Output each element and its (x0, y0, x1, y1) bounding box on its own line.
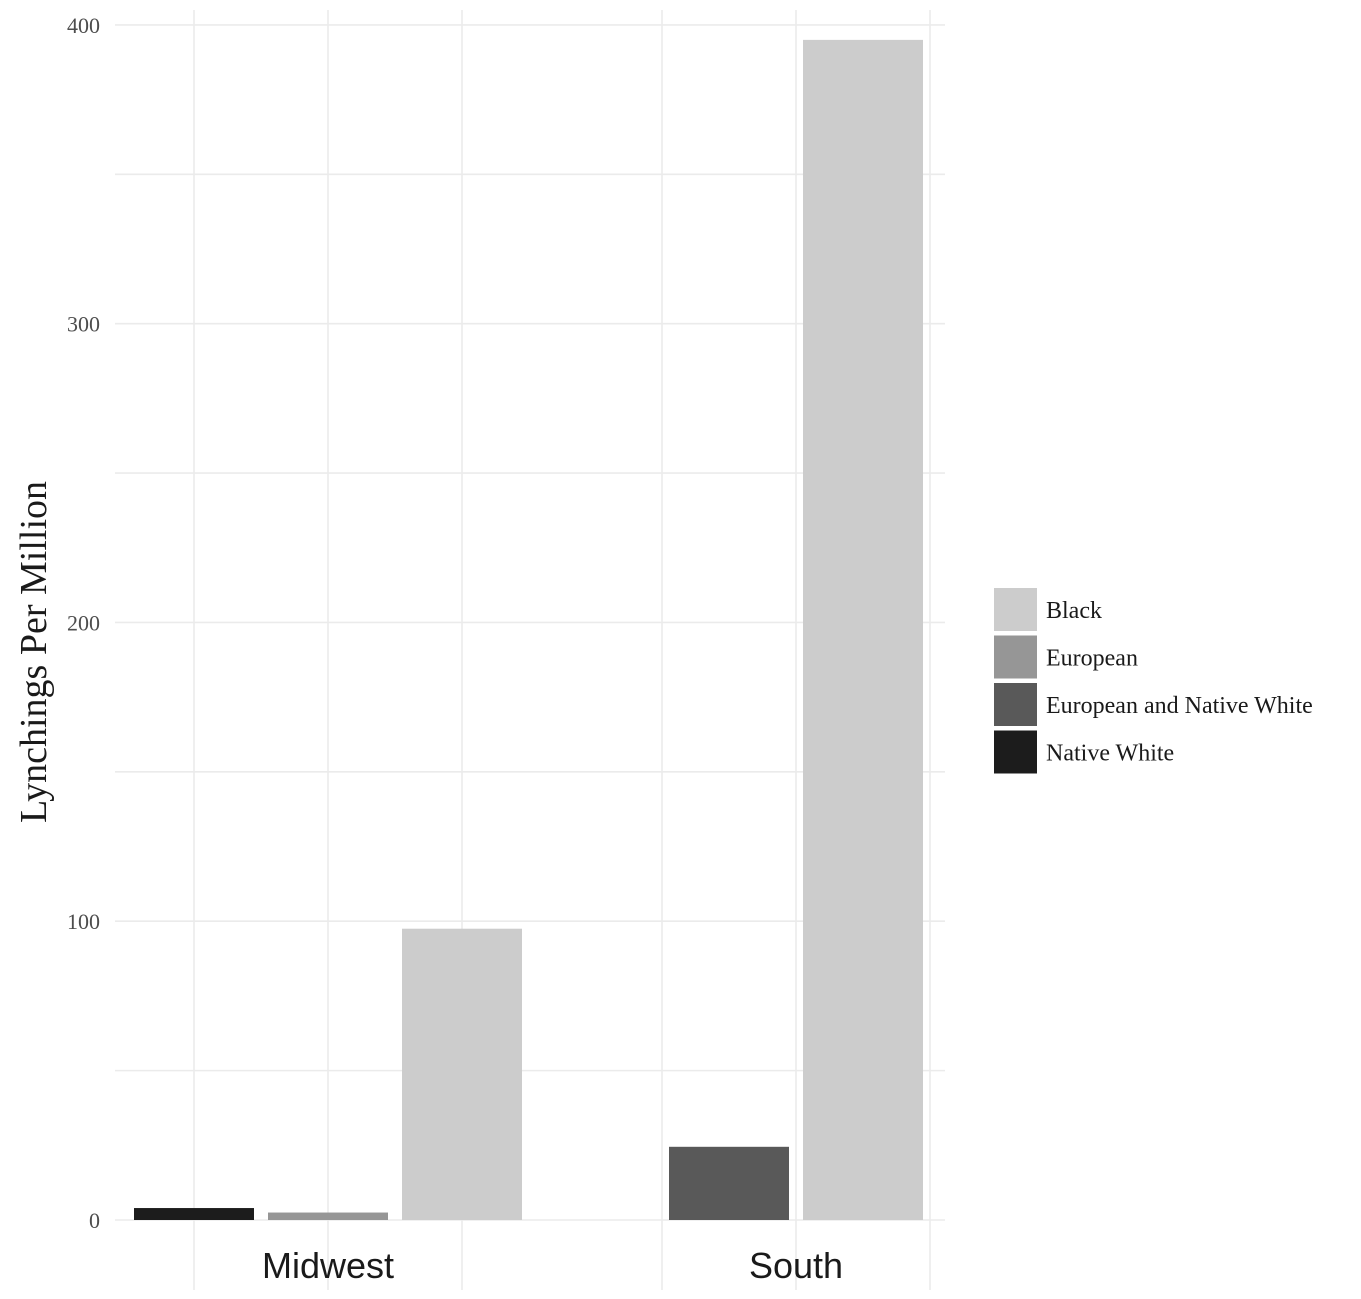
legend: Black European European and Native White Na… (994, 588, 1313, 774)
bar-south-black (803, 39, 923, 1220)
bar-south-european-and-native-white (669, 1146, 789, 1220)
legend-label: European and Native White (1046, 693, 1313, 719)
legend-label: Native White (1046, 741, 1174, 767)
x-category-label: Midwest (262, 1245, 394, 1286)
legend-swatch (994, 730, 1037, 774)
bars (134, 39, 923, 1220)
legend-label: European (1046, 646, 1138, 672)
x-category-label: South (749, 1245, 843, 1286)
legend-swatch (994, 683, 1037, 726)
bar-midwest-european (268, 1212, 388, 1220)
y-axis-ticks: 0 100 200 300 400 (67, 13, 100, 1233)
bar-midwest-black (402, 928, 522, 1220)
legend-swatch (994, 635, 1037, 679)
y-tick-label: 0 (89, 1208, 100, 1233)
y-tick-label: 400 (67, 13, 100, 38)
legend-label: Black (1046, 598, 1102, 624)
y-tick-label: 300 (67, 312, 100, 337)
bar-midwest-native-white (134, 1208, 254, 1220)
y-axis-title: Lynchings Per Million (13, 481, 55, 823)
x-axis-categories: Midwest South (262, 1245, 843, 1286)
y-tick-label: 100 (67, 909, 100, 934)
y-tick-label: 200 (67, 610, 100, 635)
legend-swatch (994, 588, 1037, 631)
grid (115, 10, 945, 1290)
